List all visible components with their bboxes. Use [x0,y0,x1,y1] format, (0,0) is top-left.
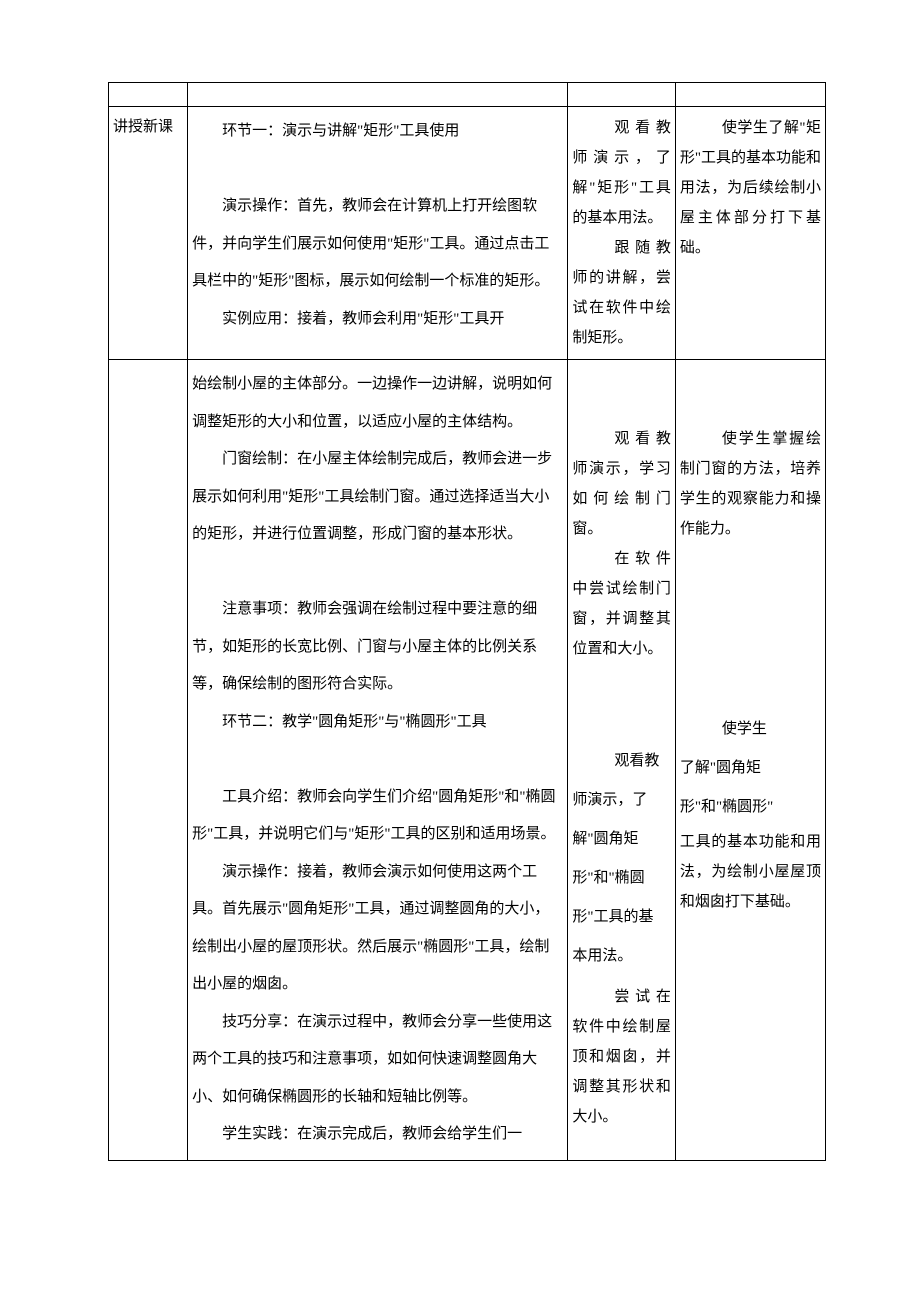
student-p3e: 形"工具的基 [572,898,670,937]
teacher-p4: 环节二：教学"圆角矩形"与"椭圆形"工具 [192,704,563,742]
spacer-row [109,83,826,107]
student-p3d: 形"和"椭圆 [572,859,670,898]
intent-cell: 使学生了解"矩形"工具的基本功能和用法，为后续绘制小屋主体部分打下基础。 [675,107,825,360]
teacher-p3: 注意事项：教师会强调在绘制过程中要注意的细节，如矩形的长宽比例、门窗与小屋主体的… [192,591,563,704]
teacher-p5: 工具介绍：教师会向学生们介绍"圆角矩形"和"椭圆形"工具，并说明它们与"矩形"工… [192,779,563,854]
student-activity-cell-2: 观看教师演示，学习如何绘制门窗。 在软件中尝试绘制门窗，并调整其位置和大小。 观… [568,360,675,1161]
intent-p2b: 了解"圆角矩 [680,749,821,788]
content-row-1: 讲授新课 环节一：演示与讲解"矩形"工具使用 演示操作：首先，教师会在计算机上打… [109,107,826,360]
student-p2: 在软件中尝试绘制门窗，并调整其位置和大小。 [572,544,670,664]
student-p1: 观看教师演示，了解"矩形"工具的基本用法。 [572,113,670,233]
spacer-cell [188,83,568,107]
teacher-activity-cell-2: 始绘制小屋的主体部分。一边操作一边讲解，说明如何调整矩形的大小和位置，以适应小屋… [188,360,568,1161]
intent-p2c: 形"和"椭圆形" [680,788,821,827]
student-p1: 观看教师演示，学习如何绘制门窗。 [572,424,670,544]
intent-cell-2: 使学生掌握绘制门窗的方法，培养学生的观察能力和操作能力。 使学生 了解"圆角矩 … [675,360,825,1161]
student-p3b: 师演示，了 [572,781,670,820]
intent-p1: 使学生掌握绘制门窗的方法，培养学生的观察能力和操作能力。 [680,424,821,544]
student-p2: 跟随教师的讲解，尝试在软件中绘制矩形。 [572,233,670,353]
teacher-p1: 环节一：演示与讲解"矩形"工具使用 [192,113,563,151]
spacer-cell [568,83,675,107]
spacer-cell [675,83,825,107]
teacher-p7: 技巧分享：在演示过程中，教师会分享一些使用这两个工具的技巧和注意事项，如如何快速… [192,1004,563,1117]
blank-line [192,151,563,189]
lesson-plan-table: 讲授新课 环节一：演示与讲解"矩形"工具使用 演示操作：首先，教师会在计算机上打… [108,82,826,1161]
stage-label-cell-2 [109,360,188,1161]
spacer-cell [109,83,188,107]
student-activity-cell: 观看教师演示，了解"矩形"工具的基本用法。 跟随教师的讲解，尝试在软件中绘制矩形… [568,107,675,360]
intent-p2a: 使学生 [680,710,821,749]
student-p3a: 观看教 [572,742,670,781]
intent-p1: 使学生了解"矩形"工具的基本功能和用法，为后续绘制小屋主体部分打下基础。 [680,113,821,263]
blank-line [192,741,563,779]
teacher-p3: 实例应用：接着，教师会利用"矩形"工具开 [192,301,563,339]
teacher-p6: 演示操作：接着，教师会演示如何使用这两个工具。首先展示"圆角矩形"工具，通过调整… [192,854,563,1004]
teacher-p8: 学生实践：在演示完成后，教师会给学生们一 [192,1116,563,1154]
teacher-p2: 门窗绘制：在小屋主体绘制完成后，教师会进一步展示如何利用"矩形"工具绘制门窗。通… [192,441,563,554]
student-p3c: 解"圆角矩 [572,820,670,859]
teacher-p1: 始绘制小屋的主体部分。一边操作一边讲解，说明如何调整矩形的大小和位置，以适应小屋… [192,366,563,441]
stage-label-cell: 讲授新课 [109,107,188,360]
content-row-2: 始绘制小屋的主体部分。一边操作一边讲解，说明如何调整矩形的大小和位置，以适应小屋… [109,360,826,1161]
blank-line [192,554,563,592]
stage-label: 讲授新课 [111,109,185,147]
teacher-activity-cell: 环节一：演示与讲解"矩形"工具使用 演示操作：首先，教师会在计算机上打开绘图软件… [188,107,568,360]
student-p4: 尝试在软件中绘制屋顶和烟囱，并调整其形状和大小。 [572,982,670,1132]
intent-p2d: 工具的基本功能和用法，为绘制小屋屋顶和烟囱打下基础。 [680,827,821,917]
student-p3f: 本用法。 [572,937,670,976]
teacher-p2: 演示操作：首先，教师会在计算机上打开绘图软件，并向学生们展示如何使用"矩形"工具… [192,188,563,301]
